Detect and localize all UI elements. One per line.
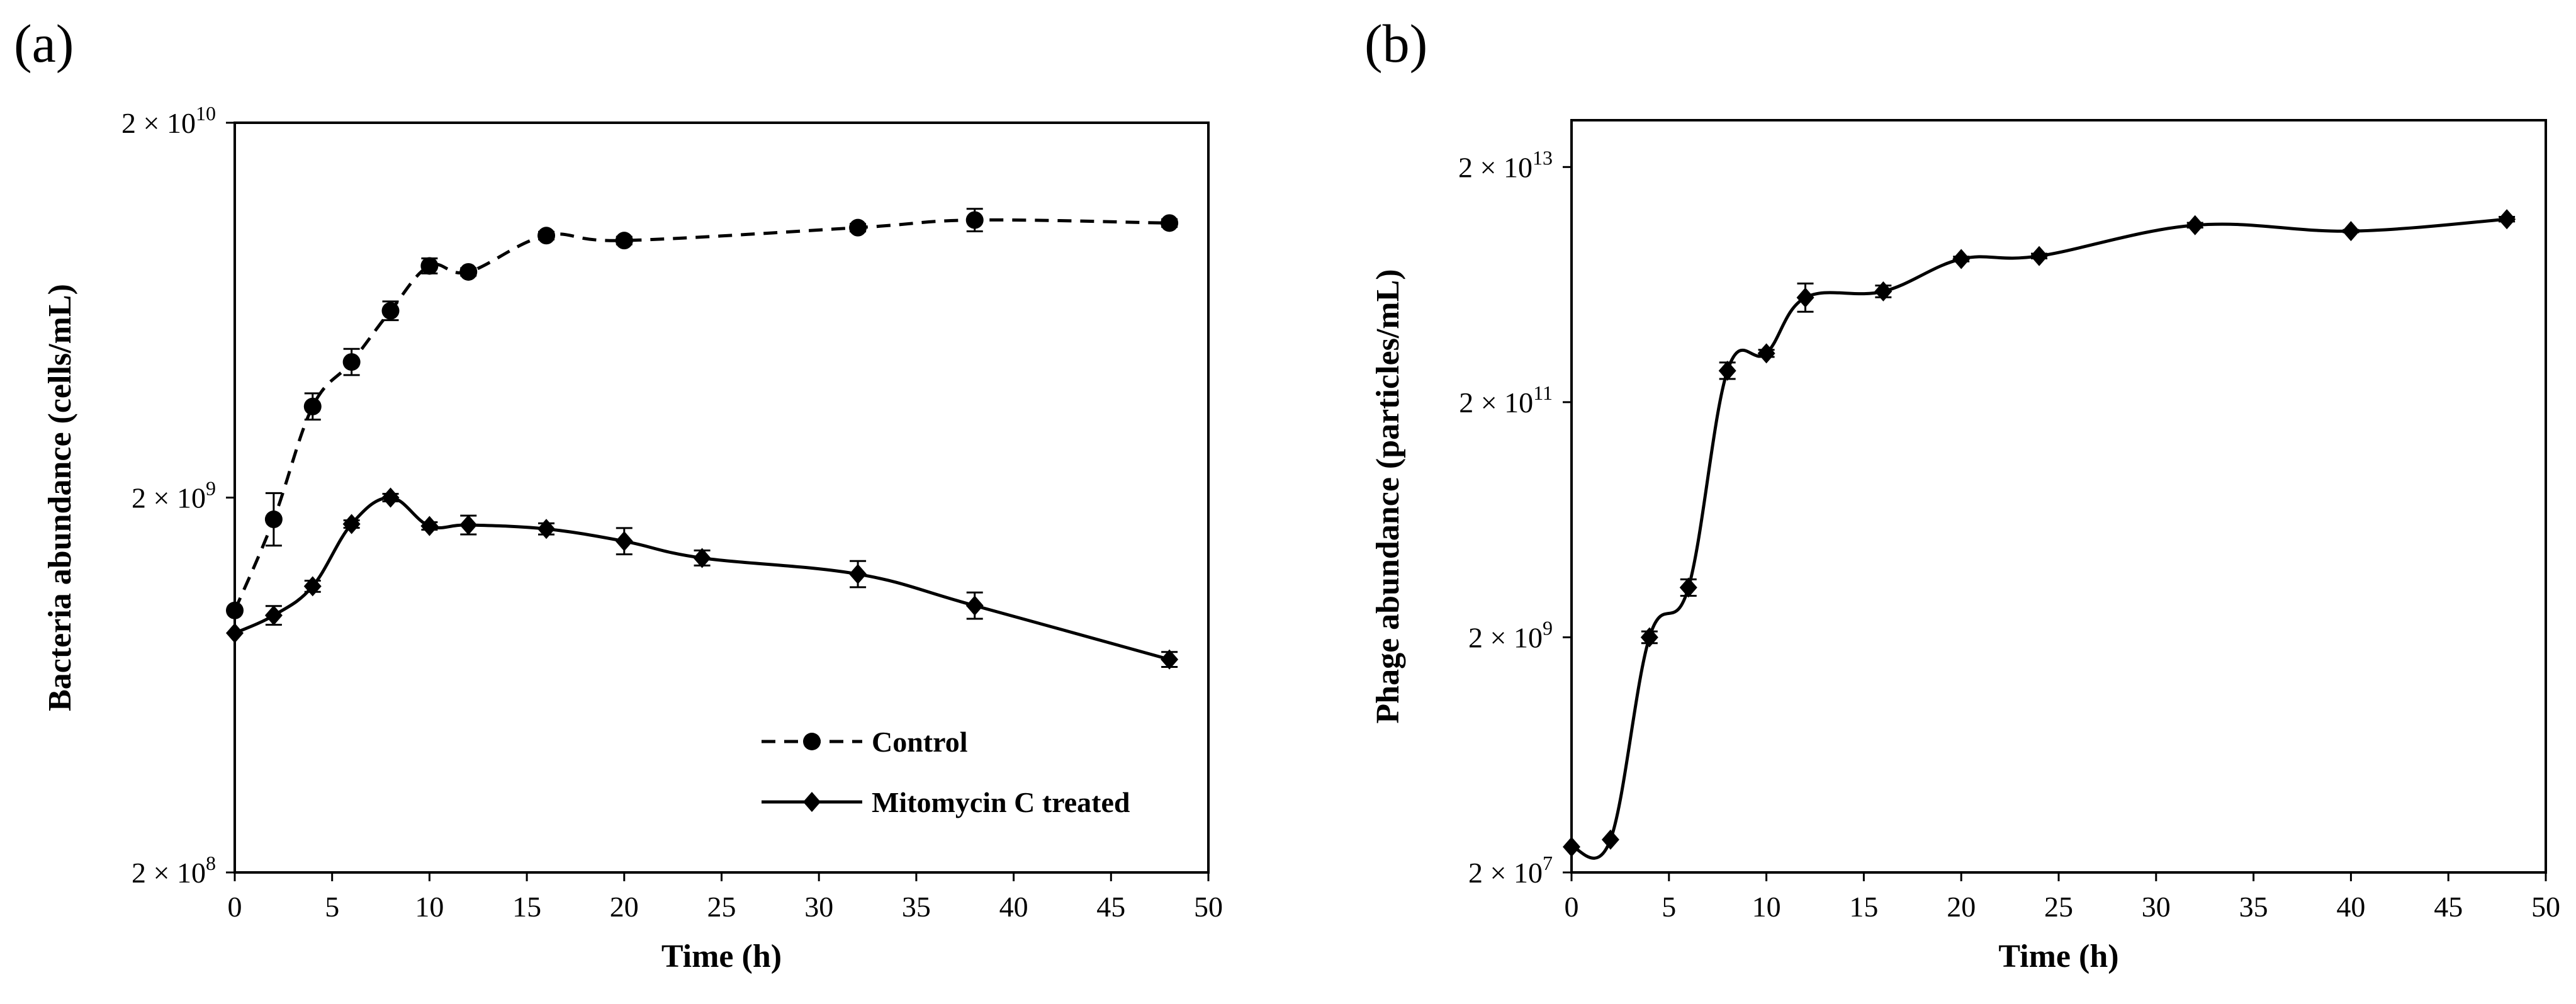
data-point xyxy=(264,605,283,626)
data-point xyxy=(381,487,400,508)
data-point xyxy=(303,576,322,597)
x-tick-label: 15 xyxy=(512,891,541,923)
legend-marker xyxy=(803,733,821,750)
data-point xyxy=(1640,627,1658,648)
data-point xyxy=(1161,214,1179,232)
data-point xyxy=(849,218,867,237)
x-tick-label: 20 xyxy=(610,891,639,923)
data-point xyxy=(1952,249,1971,269)
y-tick-label: 2 × 1010 xyxy=(121,102,216,139)
y-axis-title: Bacteria abundance (cells/mL) xyxy=(42,284,78,711)
y-tick-label: 2 × 109 xyxy=(1468,616,1553,653)
data-point xyxy=(303,397,322,415)
data-point xyxy=(381,302,400,320)
y-tick-label: 2 × 107 xyxy=(1468,852,1553,889)
data-point xyxy=(2498,209,2516,230)
x-tick-label: 50 xyxy=(2531,891,2560,923)
legend-label: Control xyxy=(872,726,968,758)
y-tick-label: 2 × 109 xyxy=(132,477,216,514)
data-point xyxy=(965,595,984,616)
data-point xyxy=(1718,360,1736,381)
panel-label: (a) xyxy=(14,13,74,74)
data-point xyxy=(1757,343,1775,364)
legend-label: Mitomycin C treated xyxy=(872,786,1130,818)
series-0 xyxy=(1563,209,2516,860)
x-tick-label: 35 xyxy=(2239,891,2268,923)
data-point xyxy=(459,515,478,536)
y-tick-label: 2 × 1013 xyxy=(1458,146,1553,183)
x-tick-label: 45 xyxy=(1096,891,1125,923)
x-tick-label: 50 xyxy=(1194,891,1223,923)
series-line xyxy=(233,495,1170,662)
x-tick-label: 10 xyxy=(415,891,444,923)
y-tick-label: 2 × 1011 xyxy=(1459,381,1553,419)
data-point xyxy=(537,519,556,539)
data-point xyxy=(615,232,633,250)
legend: Control Mitomycin C treated xyxy=(762,726,1130,818)
data-point xyxy=(693,548,711,568)
data-point xyxy=(420,257,439,275)
data-point xyxy=(2186,215,2204,235)
plot-frame xyxy=(1570,119,2547,874)
x-tick-label: 0 xyxy=(228,891,242,923)
data-point xyxy=(264,510,283,529)
data-point xyxy=(420,516,439,536)
x-tick-label: 45 xyxy=(2434,891,2463,923)
y-axis-title: Phage abundance (particles/mL) xyxy=(1370,269,1406,723)
legend-marker xyxy=(803,792,821,812)
data-point xyxy=(1679,577,1697,598)
data-point xyxy=(1796,287,1814,308)
data-point xyxy=(1563,837,1580,857)
data-point xyxy=(226,623,244,643)
data-point xyxy=(2030,245,2049,266)
data-point xyxy=(459,262,478,281)
series-0 xyxy=(226,208,1179,619)
y-tick-label: 2 × 108 xyxy=(132,852,216,889)
data-point xyxy=(537,227,556,245)
x-tick-label: 20 xyxy=(1947,891,1976,923)
data-point xyxy=(342,353,361,371)
data-point xyxy=(615,531,633,551)
series-line xyxy=(1571,217,2507,860)
data-point xyxy=(226,601,244,619)
x-tick-label: 25 xyxy=(707,891,736,923)
x-tick-label: 40 xyxy=(999,891,1028,923)
panel-1: (b) 0 5 10 15 20 25 30 35 40 45 50 2 × 107 2 × 109 2 ×… xyxy=(1364,13,2560,974)
x-tick-label: 25 xyxy=(2044,891,2073,923)
x-tick-label: 30 xyxy=(2142,891,2171,923)
data-point xyxy=(2342,221,2360,242)
panel-0: (a) 0 5 10 15 20 25 30 35 40 45 50 2 × 108 2 × 109 2 ×… xyxy=(14,13,1223,974)
data-point xyxy=(1601,829,1619,850)
panel-label: (b) xyxy=(1364,13,1427,74)
data-point xyxy=(1874,281,1893,302)
x-tick-label: 5 xyxy=(1662,891,1676,923)
x-tick-label: 30 xyxy=(804,891,833,923)
data-point xyxy=(1161,649,1179,670)
x-tick-label: 0 xyxy=(1565,891,1579,923)
x-axis-title: Time (h) xyxy=(661,939,782,974)
data-point xyxy=(849,564,867,585)
data-point xyxy=(342,514,361,534)
series-1 xyxy=(226,487,1179,670)
x-axis-title: Time (h) xyxy=(1998,939,2118,974)
x-tick-label: 15 xyxy=(1849,891,1878,923)
x-tick-label: 35 xyxy=(902,891,931,923)
x-tick-label: 5 xyxy=(325,891,339,923)
x-tick-label: 10 xyxy=(1752,891,1781,923)
data-point xyxy=(965,211,984,229)
x-tick-label: 40 xyxy=(2336,891,2365,923)
